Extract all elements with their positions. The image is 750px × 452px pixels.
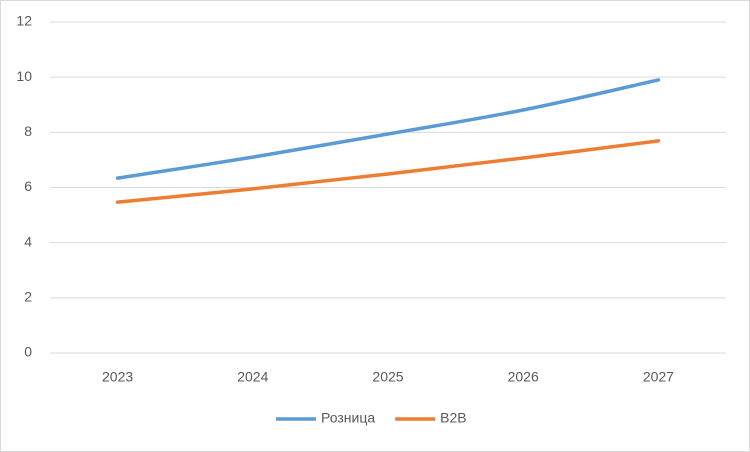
series-line [115,139,661,204]
y-tick-label: 6 [24,178,32,194]
y-tick-label: 2 [24,289,32,305]
y-tick-label: 10 [16,68,32,84]
legend-label: Розница [321,410,375,426]
x-tick-label: 2025 [372,369,403,385]
y-tick-label: 0 [24,344,32,360]
y-tick-label: 4 [24,233,32,249]
x-tick-label: 2027 [643,369,674,385]
y-tick-label: 8 [24,123,32,139]
legend-label: B2B [440,410,466,426]
series-line [115,78,661,180]
x-tick-label: 2023 [102,369,133,385]
x-tick-label: 2024 [237,369,268,385]
x-tick-label: 2026 [508,369,539,385]
y-tick-label: 12 [16,13,32,29]
